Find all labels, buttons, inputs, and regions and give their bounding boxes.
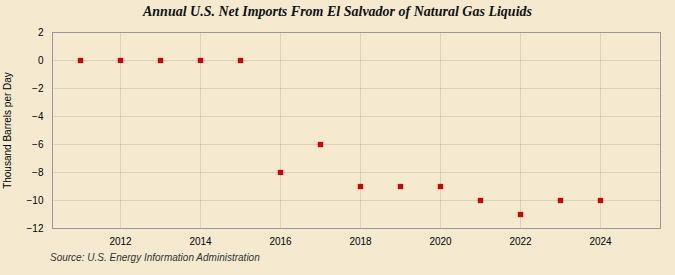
svg-text:Thousand Barrels per Day: Thousand Barrels per Day [2, 72, 13, 189]
svg-text:2012: 2012 [109, 236, 132, 247]
svg-text:2024: 2024 [589, 236, 612, 247]
svg-text:−12: −12 [27, 223, 44, 234]
html-text:Source: U.S. Energy Informatio: Source: U.S. Energy Information Administ… [50, 252, 260, 263]
svg-text:2022: 2022 [509, 236, 532, 247]
svg-text:−2: −2 [32, 83, 44, 94]
svg-text:2014: 2014 [189, 236, 212, 247]
svg-text:2018: 2018 [349, 236, 372, 247]
html-text:Annual U.S. Net Imports From E: Annual U.S. Net Imports From El Salvador… [143, 4, 532, 19]
svg-text:−4: −4 [32, 111, 44, 122]
svg-text:2016: 2016 [269, 236, 292, 247]
svg-text:−6: −6 [32, 139, 44, 150]
svg-text:−10: −10 [27, 195, 44, 206]
svg-text:0: 0 [38, 55, 44, 66]
svg-text:−8: −8 [32, 167, 44, 178]
svg-text:2020: 2020 [429, 236, 452, 247]
svg-text:2: 2 [38, 27, 44, 38]
